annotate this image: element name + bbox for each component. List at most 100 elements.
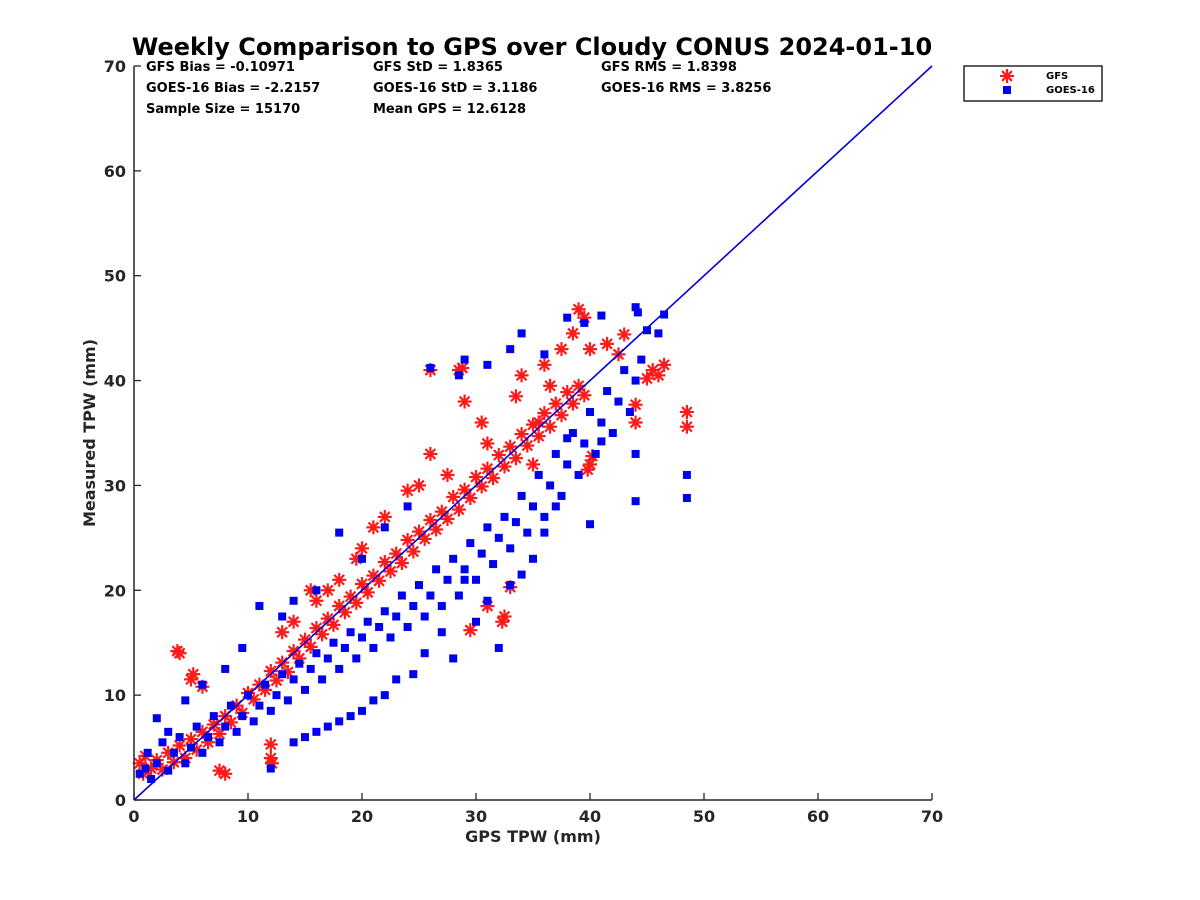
goes-16-point [375,622,384,631]
gfs-point [560,385,575,400]
goes-16-point [312,586,321,595]
goes-16-point [449,554,458,563]
x-tick-label: 0 [128,807,139,826]
stat-goes-bias: GOES-16 Bias = -2.2157 [146,81,320,96]
goes-16-point [449,654,458,663]
goes-16-point [597,437,606,446]
gfs-point [480,436,495,451]
gfs-point [406,544,421,559]
legend-gfs-asterisk-marker [1000,69,1014,83]
goes-16-point [335,664,344,673]
gfs-point [508,451,523,466]
goes-16-point [147,775,156,784]
gfs-point [554,408,569,423]
goes-16-point [633,308,642,317]
goes-16-point [437,628,446,637]
gfs-point [486,471,501,486]
goes-16-point [346,712,355,721]
goes-16-point [380,691,389,700]
x-tick-label: 70 [921,807,943,826]
goes-16-point [272,691,281,700]
goes-16-point [352,654,361,663]
goes-16-point [454,591,463,600]
goes-16-point [335,528,344,537]
goes-16-point [557,491,566,500]
goes-16-point [460,575,469,584]
x-axis-label: GPS TPW (mm) [465,827,601,846]
x-tick-labels: 0 10 20 30 40 50 60 70 [128,793,943,826]
goes-16-point [312,727,321,736]
goes-16-point [266,706,275,715]
goes-16-point [682,494,691,503]
goes-16-point [591,449,600,458]
x-tick-label: 40 [579,807,601,826]
goes-16-point [141,764,150,773]
goes-16-point [483,523,492,532]
goes-16-point [494,643,503,652]
goes-16-point [563,460,572,469]
goes-16-point [472,617,480,626]
goes-16-point [369,643,378,652]
goes-16-point [175,733,184,742]
stat-goes-rms: GOES-16 RMS = 3.8256 [601,81,771,96]
goes-16-point [363,617,372,626]
goes-16-point [551,502,560,511]
goes-16-point [529,554,537,563]
goes-16-point [637,355,646,364]
gfs-point [583,342,597,357]
goes-16-point [420,649,429,658]
gfs-point [679,419,694,434]
gfs-point [326,617,341,632]
gfs-point [172,646,187,661]
goes-16-point [551,449,560,458]
goes-16-point [608,429,617,437]
goes-16-point [164,727,173,736]
goes-16-point [392,675,401,684]
stat-sample-size: Sample Size = 15170 [146,102,300,117]
goes-16-point [380,607,389,616]
goes-16-point [597,311,606,320]
gfs-point [429,522,444,537]
legend: GFS GOES-16 [963,65,1103,102]
gfs-point [577,388,592,403]
gfs-point [332,572,347,587]
gfs-point [495,614,510,629]
gfs-point [543,378,558,393]
goes-16-point [586,408,594,417]
gfs-point [463,491,478,506]
goes-16-point [143,748,152,757]
goes-16-point [631,376,640,385]
gfs-point [600,336,615,351]
legend-label-goes: GOES-16 [1046,85,1095,96]
goes-16-point [215,738,224,747]
goes-16-point [289,596,298,605]
gfs-point [298,632,312,647]
gfs-point [446,489,461,504]
goes-16-point [192,722,201,731]
goes-16-point [631,497,640,506]
goes-16-point [489,560,498,569]
goes-16-point [432,565,441,574]
gfs-point [286,644,301,659]
gfs-point [457,394,472,409]
gfs-point [469,470,483,485]
gfs-point [537,357,552,372]
legend-gfs-asterisk [1000,69,1014,83]
x-tick-label: 50 [693,807,715,826]
goes-16-point [403,502,412,511]
x-tick-label: 20 [351,807,373,826]
gfs-point [394,556,409,571]
gfs-point [474,479,489,494]
goes-16-point [403,622,412,631]
goes-16-point [563,313,572,322]
gfs-point [580,462,595,477]
goes-16-point [306,664,315,673]
gfs-point [360,585,375,600]
gfs-point [565,326,580,341]
goes-16-point [426,363,435,372]
goes-16-point [397,591,406,600]
goes-16-point [135,769,144,778]
goes-16-point [494,533,503,542]
goes-16-point [369,696,378,705]
goes-16-point [323,722,332,731]
